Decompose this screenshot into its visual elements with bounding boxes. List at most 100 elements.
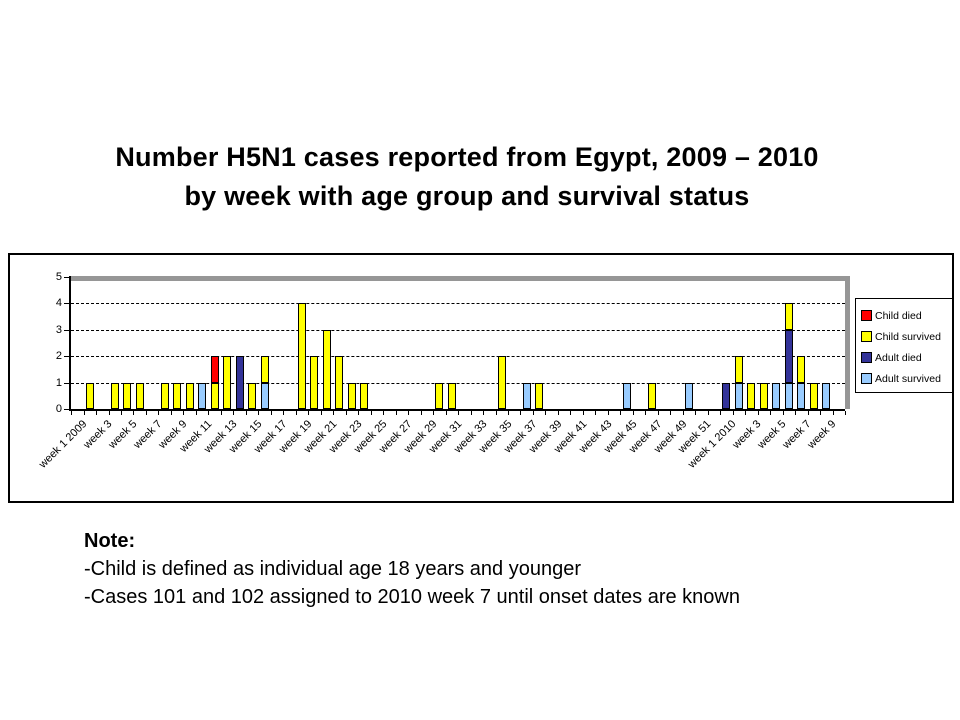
bar-segment-child-survived bbox=[447, 382, 456, 409]
legend-color-swatch bbox=[861, 352, 872, 363]
bar-segment-adult-survived bbox=[198, 382, 207, 409]
bar-segment-child-survived bbox=[185, 382, 194, 409]
x-axis-tick bbox=[295, 411, 297, 415]
x-axis-tick bbox=[732, 411, 734, 415]
x-axis-tick bbox=[670, 411, 672, 415]
x-axis-tick bbox=[195, 411, 197, 415]
bar-segment-child-survived bbox=[173, 382, 182, 409]
x-axis-tick bbox=[395, 411, 397, 415]
x-axis-tick bbox=[308, 411, 310, 415]
bar-segment-child-survived bbox=[223, 356, 231, 409]
x-axis-tick bbox=[345, 411, 347, 415]
x-axis-tick bbox=[145, 411, 147, 415]
x-axis-tick bbox=[720, 411, 722, 415]
x-axis-tick bbox=[320, 411, 322, 415]
legend-color-swatch bbox=[861, 331, 872, 342]
bar-segment-adult-survived bbox=[260, 382, 269, 409]
bar-segment-child-survived bbox=[310, 356, 319, 409]
y-axis-label: 2 bbox=[55, 350, 62, 363]
bar-segment-adult-survived bbox=[772, 382, 781, 409]
x-axis-tick bbox=[383, 411, 385, 415]
x-axis-tick bbox=[270, 411, 272, 415]
y-axis-label: 5 bbox=[55, 271, 62, 283]
bar-segment-child-survived bbox=[85, 382, 94, 409]
bar-segment-child-survived bbox=[784, 303, 793, 330]
x-axis-tick bbox=[233, 411, 235, 415]
x-axis-tick bbox=[370, 411, 372, 415]
y-axis-label: 3 bbox=[55, 323, 62, 336]
bar-segment-adult-survived bbox=[822, 382, 831, 409]
legend-item-child-survived: Child survived bbox=[861, 326, 952, 347]
x-axis-tick bbox=[545, 411, 547, 415]
title-line-1: Number H5N1 cases reported from Egypt, 2… bbox=[115, 142, 819, 172]
x-axis-tick bbox=[133, 411, 135, 415]
y-axis-tick bbox=[64, 303, 69, 305]
bar-segment-child-survived bbox=[347, 382, 356, 409]
x-axis-tick bbox=[645, 411, 647, 415]
bar-segment-child-survived bbox=[535, 382, 544, 409]
x-axis-tick bbox=[607, 411, 609, 415]
title-line-2: by week with age group and survival stat… bbox=[184, 181, 750, 211]
bar-segment-child-survived bbox=[248, 382, 256, 409]
x-axis-tick bbox=[782, 411, 784, 415]
bar-segment-child-survived bbox=[435, 382, 444, 409]
legend-label: Adult survived bbox=[875, 372, 941, 385]
gridline bbox=[71, 329, 845, 331]
x-axis-label: week 1 2009 bbox=[37, 418, 90, 471]
x-axis-tick bbox=[570, 411, 572, 415]
bar-segment-child-survived bbox=[759, 382, 768, 409]
x-axis-tick bbox=[96, 411, 97, 415]
bar-segment-child-survived bbox=[335, 356, 344, 409]
x-axis-tick bbox=[532, 411, 534, 415]
x-axis-tick bbox=[682, 411, 684, 415]
x-axis-tick bbox=[657, 411, 659, 415]
x-axis-tick bbox=[483, 411, 484, 415]
legend-color-swatch bbox=[861, 373, 872, 384]
x-axis-tick bbox=[707, 411, 709, 415]
x-axis-tick bbox=[595, 411, 597, 415]
x-axis-tick bbox=[470, 411, 472, 415]
gridline bbox=[71, 303, 845, 305]
x-axis-tick bbox=[845, 411, 846, 415]
bar-segment-child-survived bbox=[260, 356, 269, 383]
note-heading: Note: bbox=[84, 530, 136, 552]
bar-segment-adult-died bbox=[722, 382, 731, 409]
x-axis-tick bbox=[620, 411, 622, 415]
legend-item-adult-died: Adult died bbox=[861, 347, 952, 368]
x-axis-tick bbox=[582, 411, 584, 415]
y-axis-label: 0 bbox=[55, 403, 62, 415]
bar-segment-child-survived bbox=[322, 329, 331, 409]
x-axis-tick bbox=[695, 411, 697, 415]
bar-segment-child-survived bbox=[647, 382, 656, 409]
x-axis-tick bbox=[832, 411, 834, 415]
x-axis-tick bbox=[71, 411, 72, 415]
y-axis-tick bbox=[64, 329, 69, 331]
note-line: -Child is defined as individual age 18 y… bbox=[84, 558, 581, 580]
x-axis-tick bbox=[495, 411, 497, 415]
x-axis-tick bbox=[795, 411, 797, 415]
x-axis-tick bbox=[158, 411, 160, 415]
x-axis-tick bbox=[358, 411, 360, 415]
x-axis-tick bbox=[420, 411, 422, 415]
x-axis-tick bbox=[120, 411, 122, 415]
gridline bbox=[71, 382, 845, 384]
legend-color-swatch bbox=[861, 310, 872, 321]
note-line: -Cases 101 and 102 assigned to 2010 week… bbox=[84, 586, 740, 608]
x-axis-tick bbox=[183, 411, 185, 415]
bar-segment-adult-survived bbox=[522, 382, 531, 409]
y-axis-label: 4 bbox=[55, 297, 62, 310]
legend-label: Child survived bbox=[875, 330, 941, 343]
x-axis-tick bbox=[458, 411, 459, 415]
bar-segment-adult-survived bbox=[734, 382, 743, 409]
legend: Child died Child survived Adult died Adult … bbox=[855, 298, 953, 393]
x-axis-tick bbox=[557, 411, 559, 415]
plot-border-right bbox=[845, 276, 850, 409]
x-axis-tick bbox=[408, 411, 410, 415]
x-axis-tick bbox=[333, 411, 335, 415]
x-axis-tick bbox=[770, 411, 772, 415]
x-axis-tick bbox=[208, 411, 210, 415]
legend-item-child-died: Child died bbox=[861, 305, 952, 326]
x-axis-tick bbox=[632, 411, 634, 415]
x-axis-tick bbox=[445, 411, 447, 415]
legend-label: Child died bbox=[875, 309, 922, 322]
